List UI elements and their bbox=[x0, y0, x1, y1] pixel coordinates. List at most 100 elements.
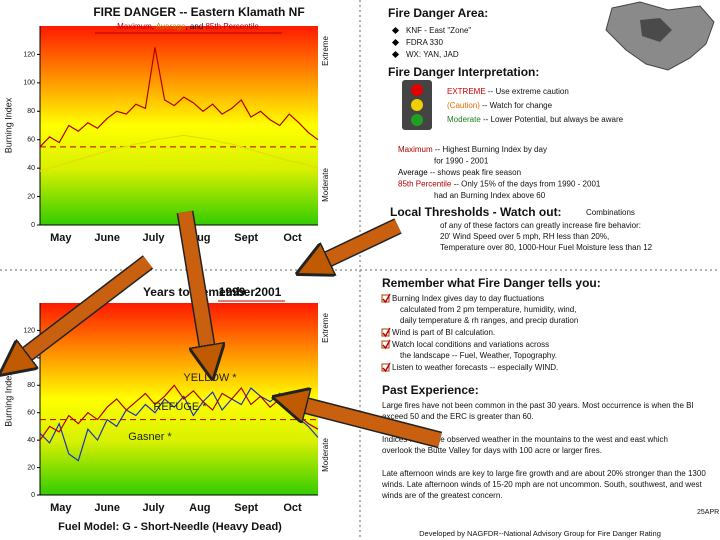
text-run: 85th Percentile bbox=[205, 22, 259, 31]
bullet bbox=[391, 38, 400, 47]
y-tick-label: 60 bbox=[27, 410, 35, 417]
y-tick-label: 20 bbox=[27, 193, 35, 200]
danger-background bbox=[40, 26, 318, 225]
text-run: -- shows peak fire season bbox=[428, 168, 521, 177]
checkmark bbox=[382, 339, 391, 350]
x-tick-label: June bbox=[94, 232, 120, 244]
threshold-line: Temperature over 80, 1000-Hour Fuel Mois… bbox=[440, 243, 653, 252]
text-run: EXTREME bbox=[447, 87, 486, 96]
past-line: winds. Late afternoon winds of 15-20 mph… bbox=[381, 480, 703, 489]
y-tick-label: 80 bbox=[27, 382, 35, 389]
past-line: exceed 50 and the ERC is greater than 60… bbox=[382, 412, 534, 421]
level: (Caution) -- Watch for change bbox=[447, 101, 553, 110]
area-item: WX: YAN, JAD bbox=[406, 50, 459, 59]
definition: for 1990 - 2001 bbox=[434, 157, 489, 166]
section-title: Past Experience: bbox=[382, 383, 479, 397]
fuel-model: Fuel Model: G - Short-Needle (Heavy Dead… bbox=[58, 521, 282, 533]
y-axis-label: Burning Index bbox=[3, 97, 13, 153]
chart-subtitle: Maximum, Average, and 85th Percentile bbox=[117, 22, 259, 31]
y-axis-label: Burning Index bbox=[3, 371, 13, 427]
checkmark bbox=[382, 362, 391, 373]
bullet bbox=[391, 50, 400, 59]
annotation: YELLOW * bbox=[183, 372, 237, 384]
legend-entry: 2001 bbox=[255, 285, 282, 299]
past-line: overlook the Butte Valley for days with … bbox=[382, 446, 602, 455]
remember-line: calculated from 2 pm temperature, humidi… bbox=[400, 305, 576, 314]
checkmark bbox=[382, 327, 391, 338]
text-run: -- Watch for change bbox=[480, 101, 553, 110]
definition: 85th Percentile -- Only 15% of the days … bbox=[398, 180, 601, 189]
y-tick-label: 120 bbox=[23, 327, 35, 334]
annotation: REFUGE * bbox=[153, 401, 207, 413]
level: Moderate -- Lower Potential, but always … bbox=[447, 115, 624, 124]
text-run: -- Only 15% of the days from 1990 - 2001 bbox=[451, 180, 601, 189]
text-run: had an Burning Index above 60 bbox=[434, 191, 546, 200]
area-item: KNF - East "Zone" bbox=[406, 26, 471, 35]
text-run: , and bbox=[185, 22, 205, 31]
level: EXTREME -- Use extreme caution bbox=[447, 87, 569, 96]
text-run: -- Highest Burning Index by day bbox=[433, 145, 547, 154]
past-line: Indices reflect the observed weather in … bbox=[382, 435, 668, 444]
threshold-aside: Combinations bbox=[586, 208, 635, 217]
remember-line: Wind is part of BI calculation. bbox=[392, 328, 495, 337]
y-tick-label: 20 bbox=[27, 464, 35, 471]
annotation: Gasner * bbox=[128, 431, 172, 443]
y-tick-label: 0 bbox=[31, 492, 35, 499]
legend-entry: 1999 bbox=[219, 285, 246, 299]
text-run: Moderate bbox=[447, 115, 481, 124]
band-label: Extreme bbox=[321, 313, 330, 343]
x-tick-label: Oct bbox=[283, 232, 302, 244]
y-tick-label: 0 bbox=[31, 222, 35, 229]
chart-title: FIRE DANGER -- Eastern Klamath NF bbox=[93, 5, 304, 19]
text-run: for 1990 - 2001 bbox=[434, 157, 489, 166]
text-run: (Caution) bbox=[447, 101, 480, 110]
arrows bbox=[22, 210, 443, 449]
light-yellow bbox=[411, 99, 423, 111]
section-title: Remember what Fire Danger tells you: bbox=[382, 276, 601, 290]
area-item: FDRA 330 bbox=[406, 38, 443, 47]
past-line: Large fires have not been common in the … bbox=[382, 401, 694, 410]
x-tick-label: Aug bbox=[189, 502, 210, 514]
x-tick-label: June bbox=[94, 502, 120, 514]
definition: had an Burning Index above 60 bbox=[434, 191, 546, 200]
definition: Maximum -- Highest Burning Index by day bbox=[398, 145, 547, 154]
x-tick-label: Oct bbox=[283, 502, 302, 514]
x-tick-label: July bbox=[143, 502, 166, 514]
date: 25APR bbox=[697, 509, 719, 516]
series-line bbox=[39, 134, 319, 172]
y-tick-label: 80 bbox=[27, 108, 35, 115]
y-tick-label: 100 bbox=[23, 80, 35, 87]
section-title: Local Thresholds - Watch out: bbox=[390, 205, 562, 219]
text-run: Average bbox=[156, 22, 186, 31]
remember-line: the landscape -- Fuel, Weather, Topograp… bbox=[400, 351, 557, 360]
x-tick-label: July bbox=[143, 232, 166, 244]
section-title: Fire Danger Interpretation: bbox=[388, 65, 539, 79]
x-tick-label: Sept bbox=[234, 232, 258, 244]
text-run: 85th Percentile bbox=[398, 180, 452, 189]
developer: Developed by NAGFDR--National Advisory G… bbox=[419, 529, 661, 538]
x-tick-label: Sept bbox=[234, 502, 258, 514]
remember-line: daily temperature & rh ranges, and preci… bbox=[400, 316, 578, 325]
text-run: , bbox=[152, 22, 156, 31]
section-title: Fire Danger Area: bbox=[388, 6, 488, 20]
band-label: Extreme bbox=[321, 36, 330, 66]
light-red bbox=[411, 84, 423, 96]
past-line: winds are of the greatest concern. bbox=[381, 491, 503, 500]
fire-arrow bbox=[22, 256, 153, 358]
danger-background bbox=[40, 303, 318, 495]
threshold-line: of any of these factors can greatly incr… bbox=[440, 221, 641, 230]
text-run: -- Lower Potential, but always be aware bbox=[481, 115, 624, 124]
checkmark bbox=[382, 293, 391, 304]
text-run: -- Use extreme caution bbox=[486, 87, 569, 96]
y-tick-label: 40 bbox=[27, 165, 35, 172]
fire-arrow bbox=[178, 210, 208, 352]
fire-arrow bbox=[300, 404, 442, 447]
bullet bbox=[391, 26, 400, 35]
remember-line: Burning Index gives day to day fluctuati… bbox=[392, 294, 544, 303]
y-tick-label: 120 bbox=[23, 51, 35, 58]
remember-line: Watch local conditions and variations ac… bbox=[392, 340, 549, 349]
y-tick-label: 40 bbox=[27, 437, 35, 444]
light-green bbox=[411, 114, 423, 126]
past-line: Late afternoon winds are key to large fi… bbox=[382, 469, 706, 478]
